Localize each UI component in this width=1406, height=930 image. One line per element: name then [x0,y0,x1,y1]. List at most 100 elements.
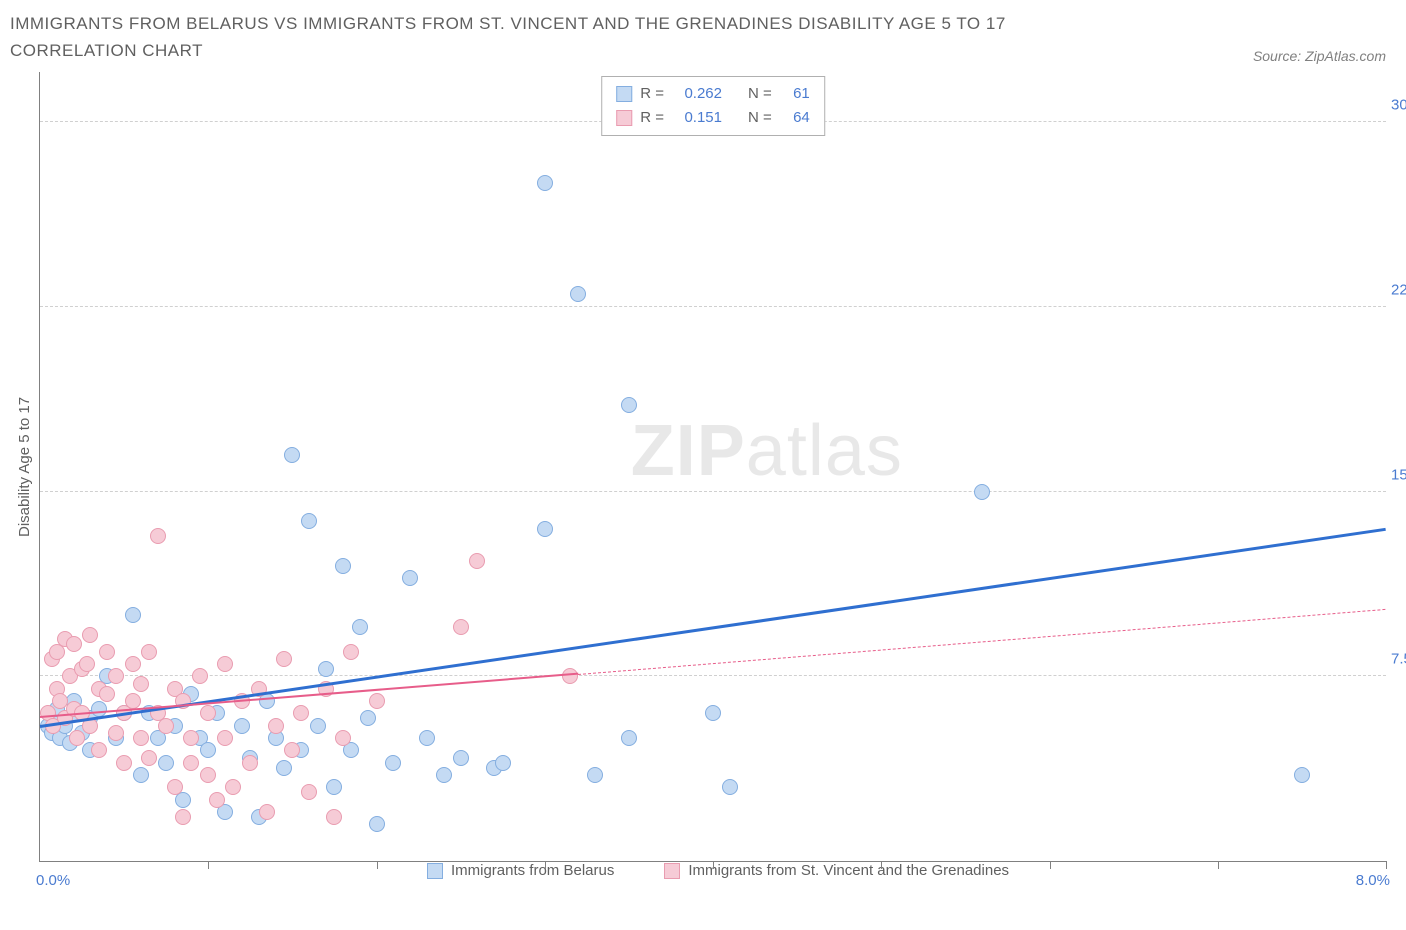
data-point [326,779,342,795]
chart-header: IMMIGRANTS FROM BELARUS VS IMMIGRANTS FR… [10,10,1386,64]
regression-line [578,609,1386,675]
data-point [402,570,418,586]
data-point [175,809,191,825]
data-point [419,730,435,746]
data-point [537,521,553,537]
chart-title: IMMIGRANTS FROM BELARUS VS IMMIGRANTS FR… [10,10,1110,64]
data-point [225,779,241,795]
r-value: 0.262 [672,82,722,106]
data-point [293,705,309,721]
r-label: R = [640,82,664,106]
legend-swatch [616,110,632,126]
data-point [318,661,334,677]
data-point [200,742,216,758]
n-label: N = [748,106,772,130]
data-point [360,710,376,726]
data-point [125,656,141,672]
y-tick-label: 22.5% [1391,281,1406,298]
data-point [276,760,292,776]
data-point [621,397,637,413]
legend-label: Immigrants from St. Vincent and the Gren… [688,862,1009,879]
data-point [217,730,233,746]
watermark: ZIPatlas [631,410,903,492]
stats-legend-row: R = 0.262 N = 61 [616,82,810,106]
data-point [242,755,258,771]
data-point [453,750,469,766]
x-tick [1218,861,1219,869]
legend-swatch [616,86,632,102]
source-attribution: Source: ZipAtlas.com [1253,48,1386,64]
data-point [125,693,141,709]
stats-legend-row: R = 0.151 N = 64 [616,106,810,130]
data-point [369,816,385,832]
data-point [209,792,225,808]
data-point [79,656,95,672]
data-point [91,742,107,758]
data-point [352,619,368,635]
data-point [69,730,85,746]
y-tick-label: 15.0% [1391,466,1406,483]
x-tick [377,861,378,869]
n-label: N = [748,82,772,106]
data-point [192,668,208,684]
data-point [369,693,385,709]
data-point [99,686,115,702]
data-point [385,755,401,771]
x-tick [1386,861,1387,869]
y-tick-label: 30.0% [1391,96,1406,113]
data-point [133,676,149,692]
data-point [133,730,149,746]
data-point [310,718,326,734]
data-point [335,558,351,574]
data-point [217,656,233,672]
data-point [167,779,183,795]
chart-container: Disability Age 5 to 17 ZIPatlas R = 0.262… [10,72,1386,862]
data-point [108,725,124,741]
x-tick [1050,861,1051,869]
data-point [183,730,199,746]
data-point [284,447,300,463]
data-point [570,286,586,302]
data-point [453,619,469,635]
data-point [158,755,174,771]
data-point [99,644,115,660]
series-legend: Immigrants from BelarusImmigrants from S… [10,862,1386,879]
data-point [301,513,317,529]
data-point [469,553,485,569]
data-point [141,750,157,766]
y-axis-label: Disability Age 5 to 17 [10,72,39,862]
x-tick [881,861,882,869]
data-point [259,804,275,820]
data-point [343,644,359,660]
legend-swatch [664,863,680,879]
stats-legend: R = 0.262 N = 61 R = 0.151 N = 64 [601,76,825,136]
x-start-label: 0.0% [36,872,70,889]
data-point [335,730,351,746]
gridline [40,306,1386,307]
data-point [587,767,603,783]
data-point [562,668,578,684]
x-tick [545,861,546,869]
legend-swatch [427,863,443,879]
data-point [66,636,82,652]
data-point [974,484,990,500]
data-point [621,730,637,746]
x-end-label: 8.0% [1356,872,1390,889]
data-point [116,755,132,771]
legend-item: Immigrants from St. Vincent and the Gren… [664,862,1009,879]
x-tick [208,861,209,869]
gridline [40,675,1386,676]
data-point [284,742,300,758]
r-value: 0.151 [672,106,722,130]
n-value: 61 [780,82,810,106]
data-point [436,767,452,783]
data-point [125,607,141,623]
regression-line [40,528,1386,728]
r-label: R = [640,106,664,130]
data-point [722,779,738,795]
n-value: 64 [780,106,810,130]
data-point [150,528,166,544]
data-point [537,175,553,191]
data-point [183,755,199,771]
data-point [1294,767,1310,783]
